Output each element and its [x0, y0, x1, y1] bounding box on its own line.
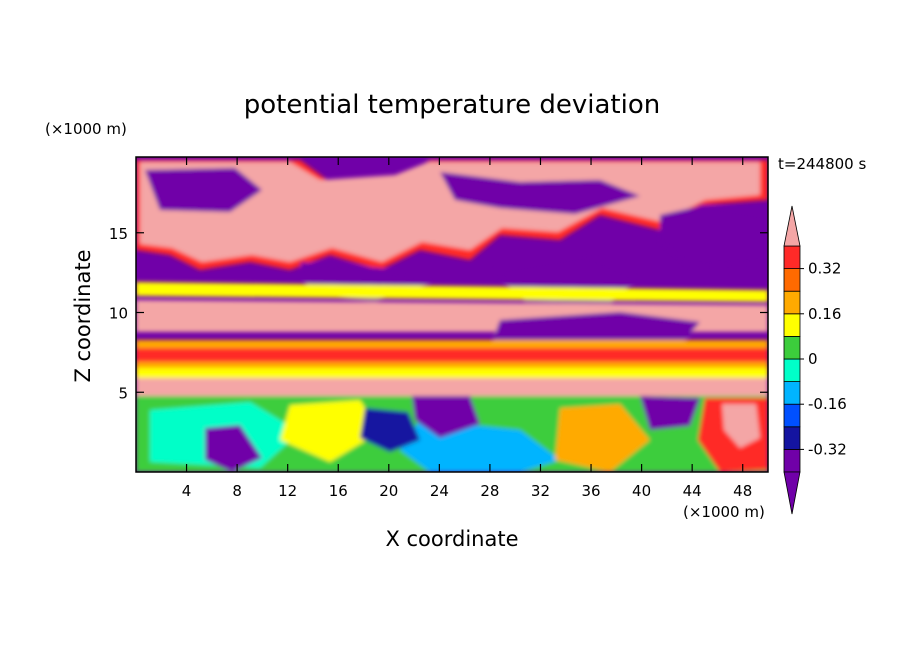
upper-purple-cloud-3	[660, 205, 765, 266]
lower-orange-region	[555, 404, 650, 472]
plot-frame	[135, 156, 769, 473]
heatmap-field	[136, 157, 768, 472]
colorbar-segment	[783, 358, 801, 383]
lower-purple-region-3	[640, 396, 700, 430]
x-unit-label: (×1000 m)	[683, 503, 765, 521]
colorbar-segment	[783, 403, 801, 428]
stable-pink-layer	[136, 378, 768, 398]
y-tick-label: 15	[109, 225, 128, 243]
y-unit-label: (×1000 m)	[45, 120, 127, 138]
lower-pink-core	[722, 404, 760, 448]
x-tick-label: 28	[480, 482, 499, 500]
upper-purple-cloud-2	[440, 172, 640, 214]
colorbar-over-triangle	[783, 205, 801, 247]
colorbar-tick-label: 0.32	[808, 260, 841, 278]
x-tick-label: 36	[581, 482, 600, 500]
y-tick-label: 5	[118, 384, 128, 402]
mid-yellow-band	[136, 282, 768, 302]
chart-title: potential temperature deviation	[244, 90, 660, 120]
stable-red-layer	[136, 348, 768, 362]
colorbar-tick-label: 0.16	[808, 305, 841, 323]
time-label: t=244800 s	[778, 155, 866, 173]
x-tick-label: 24	[430, 482, 449, 500]
colorbar-tick-label: -0.32	[808, 440, 847, 458]
lower-blue-region	[360, 408, 420, 452]
x-tick-label: 32	[531, 482, 550, 500]
x-axis-ticks: 4 8 12 16 20 24 28 32 36 40 44 48	[182, 157, 752, 500]
lower-purple-region-2	[412, 396, 480, 438]
x-tick-label: 8	[232, 482, 242, 500]
colorbar-segment	[783, 335, 801, 360]
colorbar-segment	[783, 381, 801, 405]
x-axis-label: X coordinate	[385, 527, 518, 551]
colorbar-segment	[783, 268, 801, 292]
y-tick-label: 10	[109, 305, 128, 323]
y-axis-ticks: 5 10 15	[109, 225, 768, 402]
x-tick-label: 4	[182, 482, 192, 500]
colorbar-segment	[783, 448, 801, 473]
colorbar-tick-label: 0	[808, 350, 818, 368]
colorbar-segment	[783, 426, 801, 450]
colorbar-segment	[783, 313, 801, 337]
stable-yellow-layer	[136, 368, 768, 378]
upper-purple-cloud-1	[145, 168, 262, 212]
lower-yellow-region	[280, 400, 380, 462]
y-axis-label: Z coordinate	[71, 249, 95, 382]
colorbar: 0.32 0.16 0 -0.16 -0.32	[783, 205, 847, 515]
lower-purple-region-1	[205, 425, 262, 472]
x-tick-label: 16	[329, 482, 348, 500]
x-tick-label: 12	[278, 482, 297, 500]
colorbar-segment	[783, 290, 801, 315]
x-tick-label: 48	[733, 482, 752, 500]
colorbar-under-triangle	[783, 471, 801, 515]
x-tick-label: 20	[379, 482, 398, 500]
x-tick-label: 40	[632, 482, 651, 500]
x-tick-label: 44	[683, 482, 702, 500]
colorbar-segment	[783, 245, 801, 270]
colorbar-tick-label: -0.16	[808, 395, 847, 413]
